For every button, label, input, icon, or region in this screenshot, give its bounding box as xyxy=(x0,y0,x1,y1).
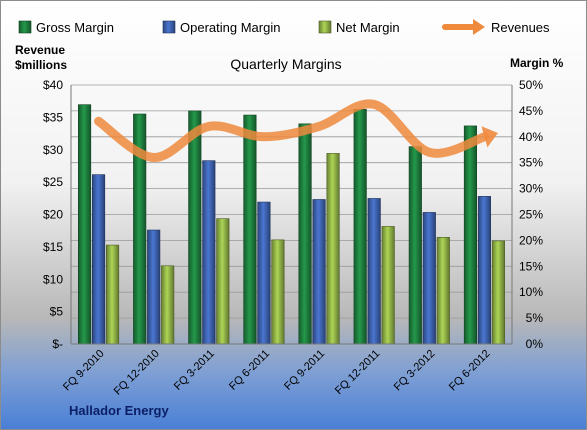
revenue-line-series xyxy=(94,99,498,163)
left-tick-label: $35 xyxy=(43,110,63,124)
bar-operating-margin xyxy=(257,201,271,345)
right-tick-label: 30% xyxy=(519,182,543,196)
right-axis-title: Margin % xyxy=(510,56,564,70)
bar-gross-margin xyxy=(463,125,477,345)
left-tick-label: $15 xyxy=(43,240,63,254)
bar-gross-margin xyxy=(188,110,202,345)
right-tick-label: 45% xyxy=(519,104,543,118)
legend-swatch xyxy=(318,20,332,34)
left-tick-label: $20 xyxy=(43,208,63,222)
x-tick-label: FQ 12-2010 xyxy=(112,348,162,398)
right-tick-label: 25% xyxy=(519,208,543,222)
x-tick-label: FQ 9-2011 xyxy=(282,348,327,393)
right-axis-ticks: 0% 5% 10% 15% 20% 25% 30% 35% 40% 45% 50% xyxy=(519,78,543,351)
x-tick-label: FQ 9-2010 xyxy=(61,348,107,394)
left-tick-label: $30 xyxy=(43,143,63,157)
legend-swatch xyxy=(18,20,32,34)
x-tick-label: FQ 3-2012 xyxy=(392,348,438,394)
revenues-line xyxy=(94,99,489,163)
bar-gross-margin xyxy=(243,114,257,345)
right-tick-label: 50% xyxy=(519,78,543,92)
bar-operating-margin xyxy=(202,160,216,345)
bar-operating-margin xyxy=(312,199,326,345)
x-tick-label: FQ 6-2012 xyxy=(447,348,493,394)
bar-net-margin xyxy=(381,226,395,345)
bar-net-margin xyxy=(161,265,175,345)
x-axis-ticks: FQ 9-2010 FQ 12-2010 FQ 3-2011 FQ 6-2011 FQ … xyxy=(61,348,493,398)
left-axis-title-line-1: Revenue xyxy=(15,43,65,57)
legend-label: Operating Margin xyxy=(180,20,280,35)
company-label: Hallador Energy xyxy=(69,403,169,418)
bar-operating-margin xyxy=(422,212,436,345)
revenues-arrowhead xyxy=(481,126,498,148)
bar-net-margin xyxy=(326,153,340,345)
right-tick-label: 15% xyxy=(519,259,543,273)
right-tick-label: 35% xyxy=(519,156,543,170)
left-tick-label: $40 xyxy=(43,78,63,92)
left-tick-label: $25 xyxy=(43,175,63,189)
legend: Gross Margin Operating Margin Net Margin Re… xyxy=(18,19,550,35)
x-tick-label: FQ 6-2011 xyxy=(227,348,272,393)
bar-net-margin xyxy=(436,236,450,345)
left-tick-label: $5 xyxy=(50,305,64,319)
right-tick-label: 10% xyxy=(519,285,543,299)
bar-gross-margin xyxy=(298,123,312,345)
legend-arrow xyxy=(473,19,485,35)
axes xyxy=(70,85,513,345)
left-tick-label: $- xyxy=(52,337,63,351)
bar-series xyxy=(78,104,505,345)
left-axis-title-line-2: $millions xyxy=(15,58,67,72)
x-tick-label: FQ 12-2011 xyxy=(333,348,382,397)
chart-title: Quarterly Margins xyxy=(230,56,341,72)
legend-label: Revenues xyxy=(491,20,550,35)
bar-net-margin xyxy=(106,244,120,345)
right-tick-label: 20% xyxy=(519,233,543,247)
legend-label: Net Margin xyxy=(336,20,400,35)
bar-net-margin xyxy=(216,218,230,345)
right-tick-label: 0% xyxy=(526,337,544,351)
bar-operating-margin xyxy=(147,229,161,345)
bar-gross-margin xyxy=(353,109,367,345)
legend-label: Gross Margin xyxy=(36,20,114,35)
bar-operating-margin xyxy=(367,198,381,345)
right-tick-label: 5% xyxy=(526,311,544,325)
x-tick-label: FQ 3-2011 xyxy=(172,348,217,393)
bar-operating-margin xyxy=(92,174,106,345)
bar-net-margin xyxy=(491,240,505,345)
bar-gross-margin xyxy=(408,146,422,345)
left-tick-label: $10 xyxy=(43,272,63,286)
left-axis-ticks: $- $5 $10 $15 $20 $25 $30 $35 $40 xyxy=(43,78,63,351)
bar-gross-margin xyxy=(78,104,92,345)
legend-swatch xyxy=(162,20,176,34)
bar-operating-margin xyxy=(477,196,491,345)
right-tick-label: 40% xyxy=(519,130,543,144)
bar-net-margin xyxy=(271,239,285,345)
